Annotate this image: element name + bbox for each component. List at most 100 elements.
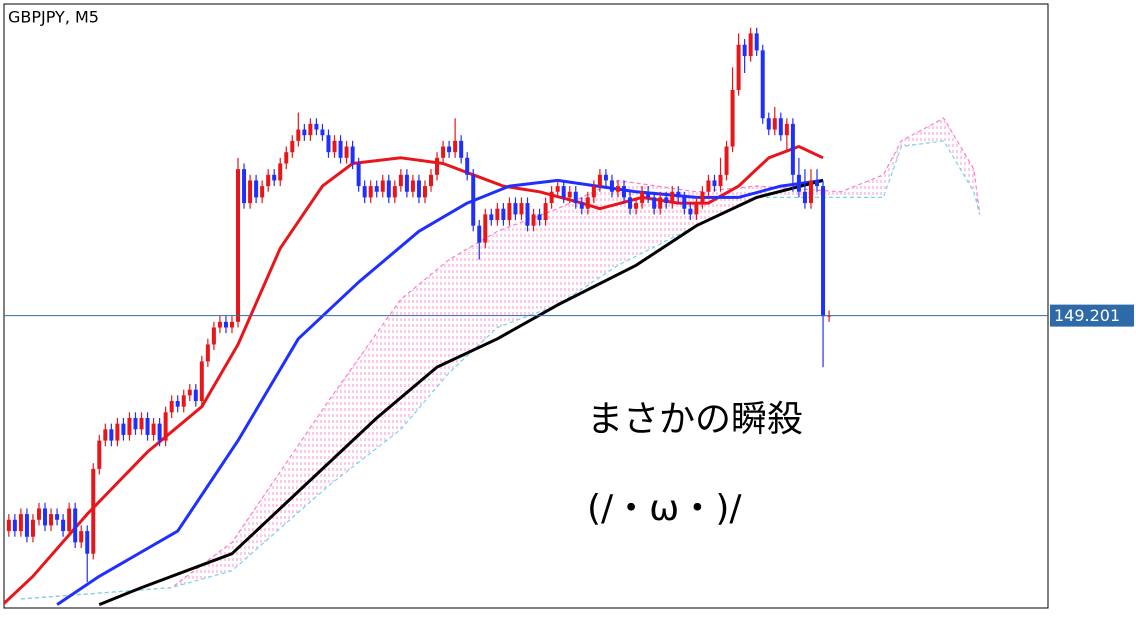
candle-body bbox=[441, 146, 446, 158]
candle-body bbox=[236, 169, 241, 322]
candle-body bbox=[314, 123, 319, 130]
candle-body bbox=[18, 514, 23, 532]
cloud-span-b bbox=[20, 140, 981, 600]
candle-body bbox=[49, 514, 54, 526]
candle-body bbox=[429, 174, 434, 187]
candle-body bbox=[519, 203, 524, 215]
candle-body bbox=[646, 191, 651, 198]
candle-body bbox=[537, 214, 542, 221]
candle-body bbox=[796, 174, 801, 192]
candle-body bbox=[531, 214, 536, 226]
candle-body bbox=[193, 389, 198, 402]
candle-body bbox=[742, 44, 747, 57]
candle-body bbox=[628, 197, 633, 209]
candle-body bbox=[561, 186, 566, 198]
candle-body bbox=[615, 186, 620, 192]
candle-body bbox=[67, 508, 72, 532]
candle-body bbox=[706, 180, 711, 192]
candle-body bbox=[790, 123, 795, 175]
candle-body bbox=[30, 519, 35, 537]
candle-body bbox=[483, 214, 488, 243]
candle-body bbox=[386, 180, 391, 198]
candle-body bbox=[525, 203, 530, 226]
candle-body bbox=[326, 135, 331, 153]
candle-body bbox=[374, 186, 379, 192]
cloud-span-a bbox=[20, 117, 981, 600]
candle-body bbox=[139, 417, 144, 430]
candle-body bbox=[121, 423, 126, 435]
candle-body bbox=[43, 508, 48, 526]
candle-body bbox=[778, 118, 783, 136]
candle-body bbox=[404, 174, 409, 192]
candle-body bbox=[815, 180, 820, 187]
candle-body bbox=[682, 197, 687, 209]
candle-body bbox=[308, 123, 313, 136]
candle-body bbox=[380, 180, 385, 192]
candle-body bbox=[471, 174, 476, 226]
candle-body bbox=[398, 174, 403, 187]
candle-body bbox=[640, 191, 645, 204]
candle-body bbox=[597, 174, 602, 187]
candle-body bbox=[61, 519, 66, 532]
candle-body bbox=[272, 174, 277, 181]
candle-body bbox=[254, 180, 259, 198]
candle-body bbox=[495, 208, 500, 221]
candle-body bbox=[362, 186, 367, 198]
annotation: まさかの瞬殺 bbox=[587, 399, 803, 440]
candle-body bbox=[730, 89, 735, 147]
candle-body bbox=[175, 401, 180, 407]
bid-label: 149.201 bbox=[1054, 306, 1120, 325]
candle-body bbox=[609, 180, 614, 192]
moving-average bbox=[98, 178, 824, 606]
candle-body bbox=[435, 157, 440, 175]
candle-body bbox=[688, 208, 693, 215]
candle-body bbox=[748, 33, 753, 57]
candle-body bbox=[157, 423, 162, 441]
candle-body bbox=[477, 225, 482, 243]
moving-average bbox=[56, 178, 824, 606]
candle-body bbox=[447, 146, 452, 153]
candle-body bbox=[344, 146, 349, 158]
candle-body bbox=[766, 118, 771, 130]
candle-body bbox=[634, 203, 639, 209]
candle-body bbox=[410, 180, 415, 192]
candle-body bbox=[368, 186, 373, 198]
candle-body bbox=[296, 129, 301, 141]
candle-body bbox=[573, 191, 578, 204]
candle-body bbox=[549, 191, 554, 204]
candle-body bbox=[489, 214, 494, 221]
candle-body bbox=[772, 118, 777, 130]
candle-body bbox=[103, 429, 108, 441]
candle-body bbox=[760, 50, 765, 119]
candle-body bbox=[585, 197, 590, 209]
candle-body bbox=[320, 129, 325, 136]
candle-body bbox=[784, 123, 789, 136]
candle-body bbox=[555, 186, 560, 192]
candle-body bbox=[664, 197, 669, 204]
candle-body bbox=[266, 174, 271, 187]
candle-body bbox=[465, 157, 470, 175]
candle-body bbox=[513, 203, 518, 215]
candle-body bbox=[507, 203, 512, 221]
candle-body bbox=[652, 197, 657, 209]
candle-body bbox=[350, 146, 355, 164]
candle-body bbox=[338, 140, 343, 158]
candle-body bbox=[543, 203, 548, 221]
candle-body bbox=[700, 191, 705, 204]
candle-body bbox=[808, 180, 813, 204]
candle-body bbox=[694, 203, 699, 215]
bid-label-box bbox=[1050, 304, 1134, 327]
candle-body bbox=[73, 508, 78, 543]
candle-body bbox=[821, 186, 826, 317]
candle-body bbox=[591, 186, 596, 198]
candle-body bbox=[416, 180, 421, 198]
candle-body bbox=[453, 140, 458, 153]
candle-body bbox=[97, 440, 102, 469]
candle-body bbox=[459, 140, 464, 158]
candle-body bbox=[302, 129, 307, 136]
candle-body bbox=[36, 508, 41, 520]
candle-body bbox=[163, 412, 168, 441]
axes: 149.201 bbox=[1050, 304, 1134, 327]
candle-body bbox=[802, 191, 807, 204]
